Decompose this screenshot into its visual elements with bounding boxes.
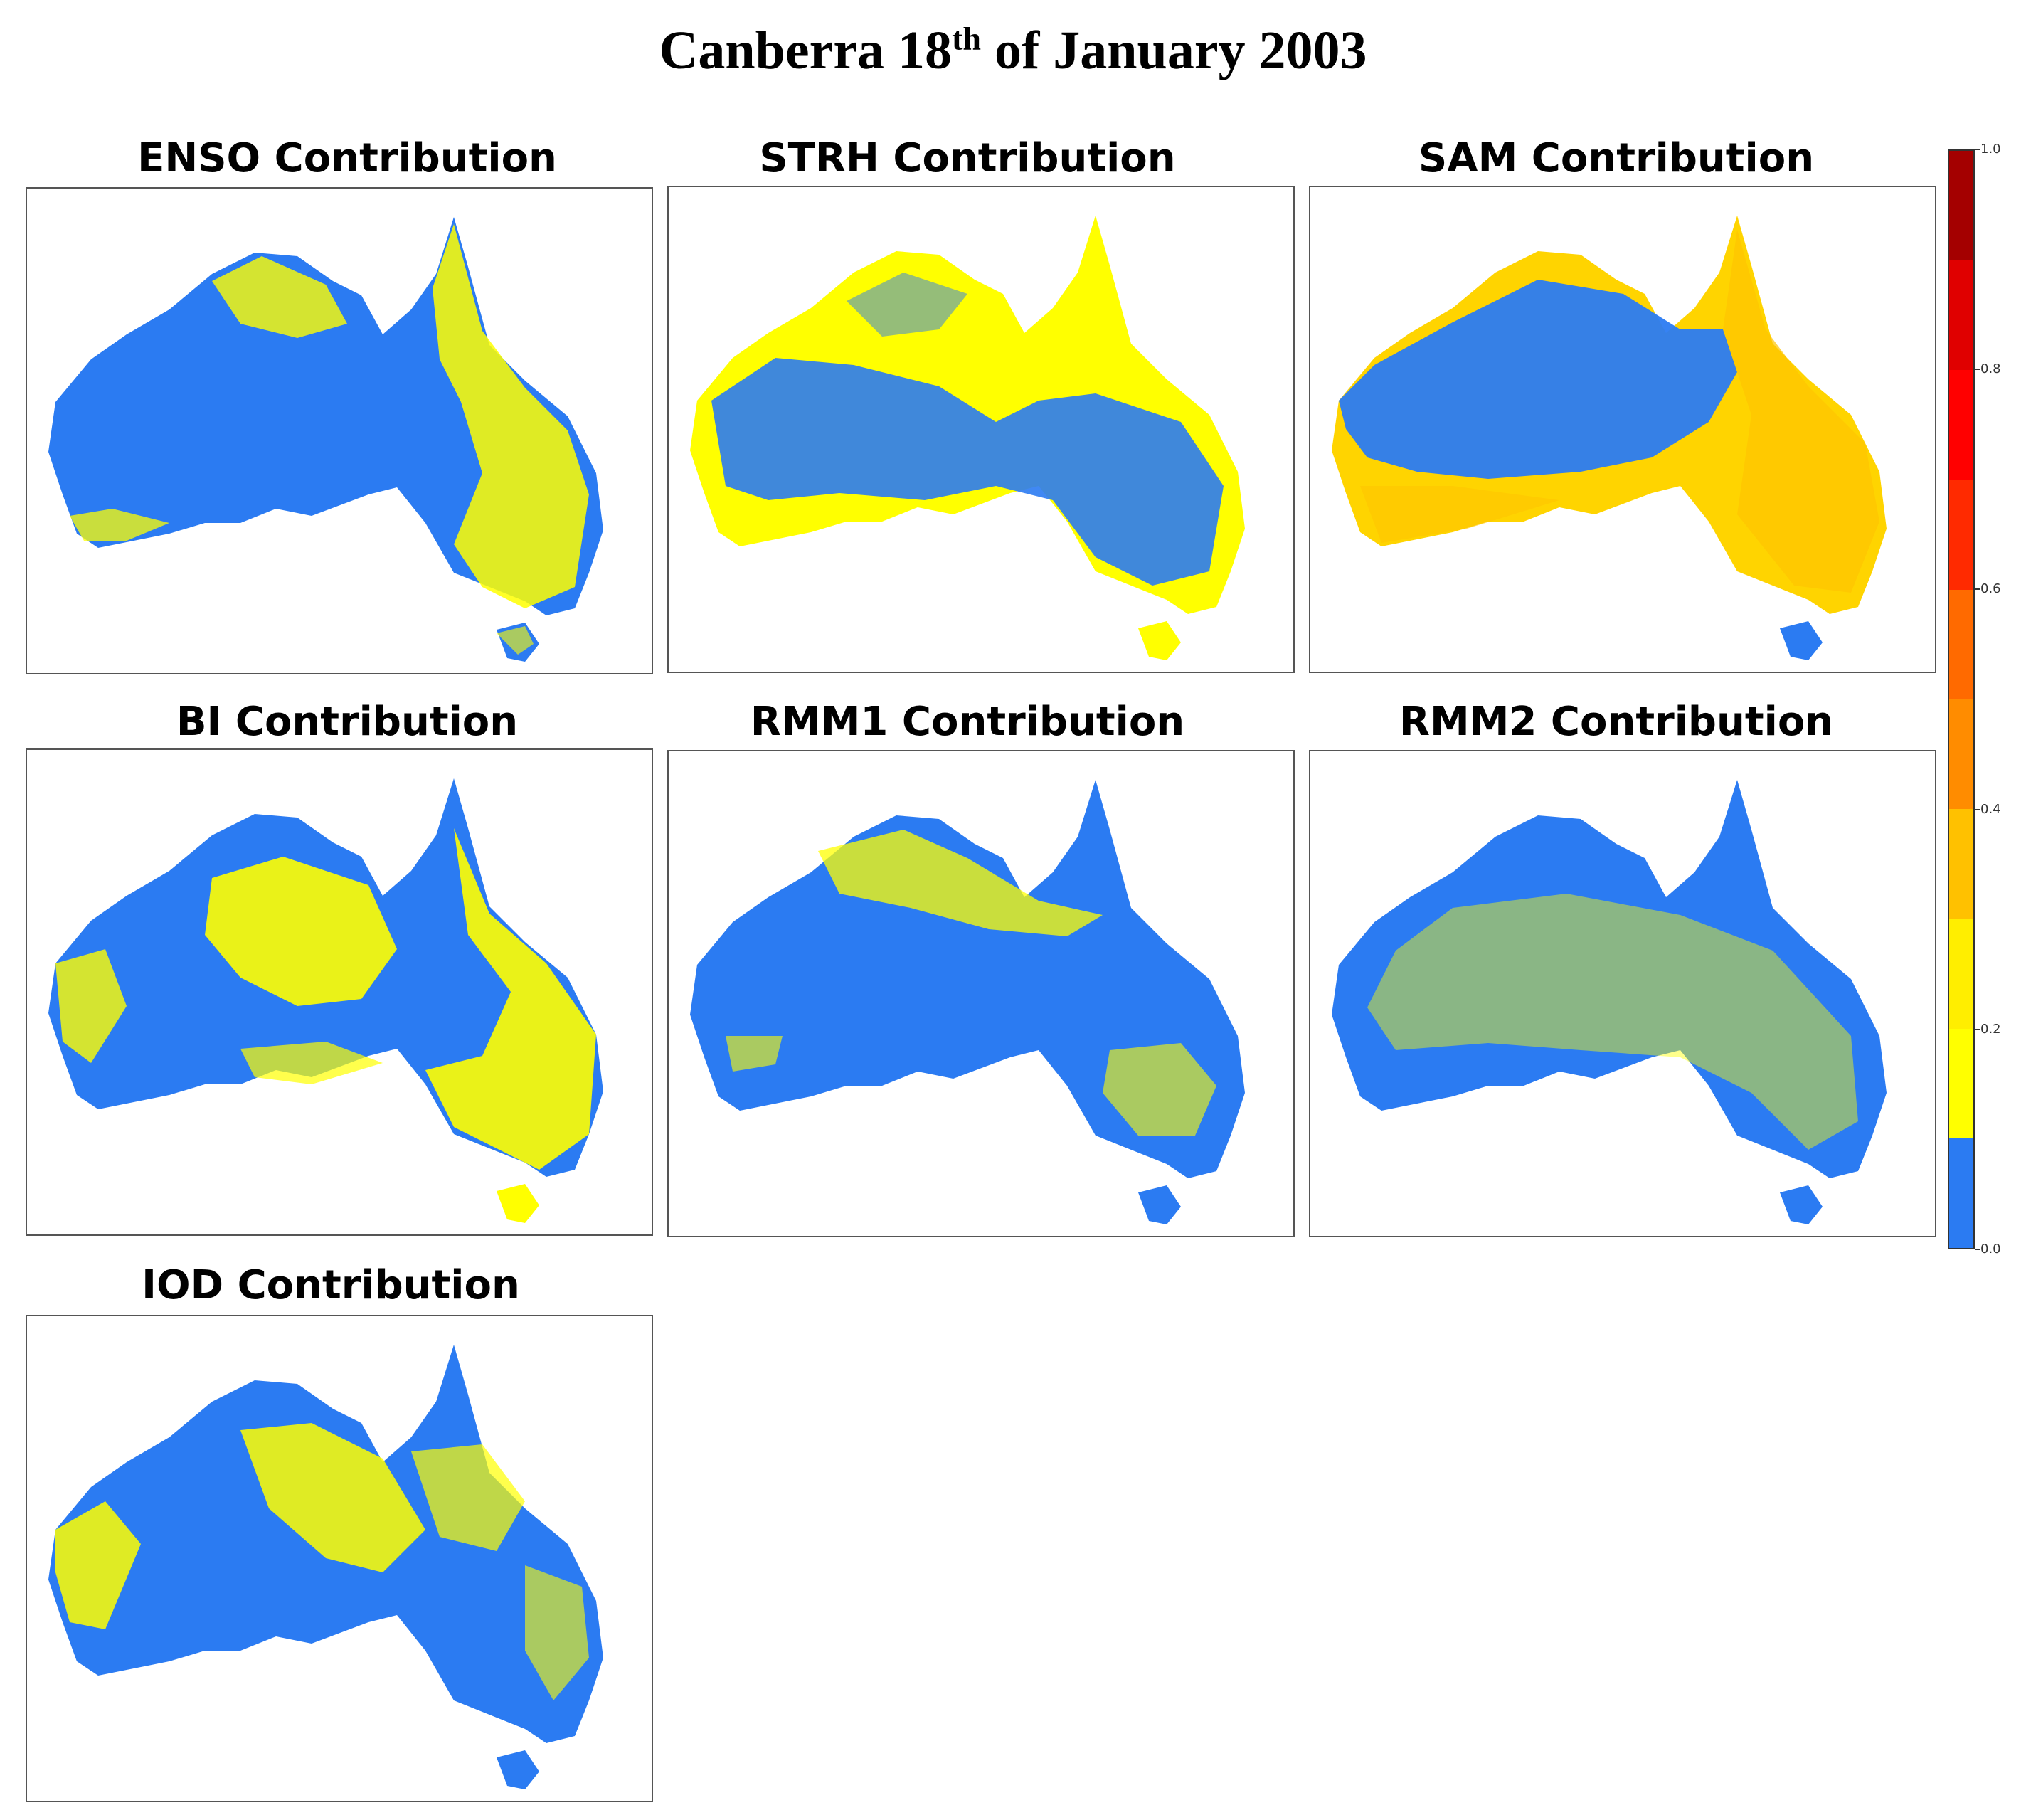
legend-tick-label: 0.8 [1980,361,2001,377]
legend-band-4 [1949,699,1973,810]
panel-title-iod: IOD Contribution [142,1262,520,1308]
legend-tick-label: 1.0 [1980,142,2001,157]
map-panel-iod [26,1315,653,1802]
panel-title-rmm1: RMM1 Contribution [750,699,1185,745]
legend-band-8 [1949,260,1973,371]
legend-tick-label: 0.2 [1980,1021,2001,1037]
legend-tick-mark [1975,1249,1980,1250]
legend-band-6 [1949,480,1973,590]
australia-map-rmm2 [1332,780,1887,1224]
legend-tick-mark [1975,808,1980,810]
legend-tick-label: 0.0 [1980,1242,2001,1256]
panel-title-strh: STRH Contribution [759,135,1176,181]
panel-title-rmm2: RMM2 Contribution [1399,699,1834,745]
australia-map-sam [1332,216,1887,660]
australia-map-iod [48,1345,603,1789]
legend-band-9 [1949,151,1973,261]
legend-band-0 [1949,1138,1973,1248]
map-panel-enso [26,187,653,674]
title-superscript: th [952,20,981,57]
figure-title: Canberra 18th of January 2003 [0,20,2026,82]
australia-map-rmm1 [690,780,1245,1224]
legend-tick-label: 0.6 [1980,581,2001,597]
legend-tick-mark [1975,588,1980,591]
legend-band-2 [1949,919,1973,1029]
australia-map-enso [48,217,603,662]
legend-band-1 [1949,1028,1973,1138]
panel-title-bi: BI Contribution [176,699,519,745]
map-panel-rmm1 [667,750,1295,1237]
australia-map-strh [690,216,1245,660]
legend-tick-mark [1975,369,1980,371]
title-main: Canberra 18 [659,21,953,80]
australia-map-bi [48,778,603,1223]
map-panel-rmm2 [1309,750,1936,1237]
map-panel-bi [26,748,653,1236]
legend-tick-mark [1975,1028,1980,1030]
panel-title-sam: SAM Contribution [1418,135,1815,181]
panel-title-enso: ENSO Contribution [137,135,557,181]
legend-band-5 [1949,589,1973,699]
legend-band-3 [1949,809,1973,919]
legend-tick-label: 0.4 [1980,801,2001,817]
legend-band-7 [1949,370,1973,480]
title-rest: of January 2003 [980,21,1367,80]
map-panel-strh [667,186,1295,673]
color-scale-bar [1948,149,1975,1249]
legend-tick-mark [1975,149,1980,150]
map-panel-sam [1309,186,1936,673]
